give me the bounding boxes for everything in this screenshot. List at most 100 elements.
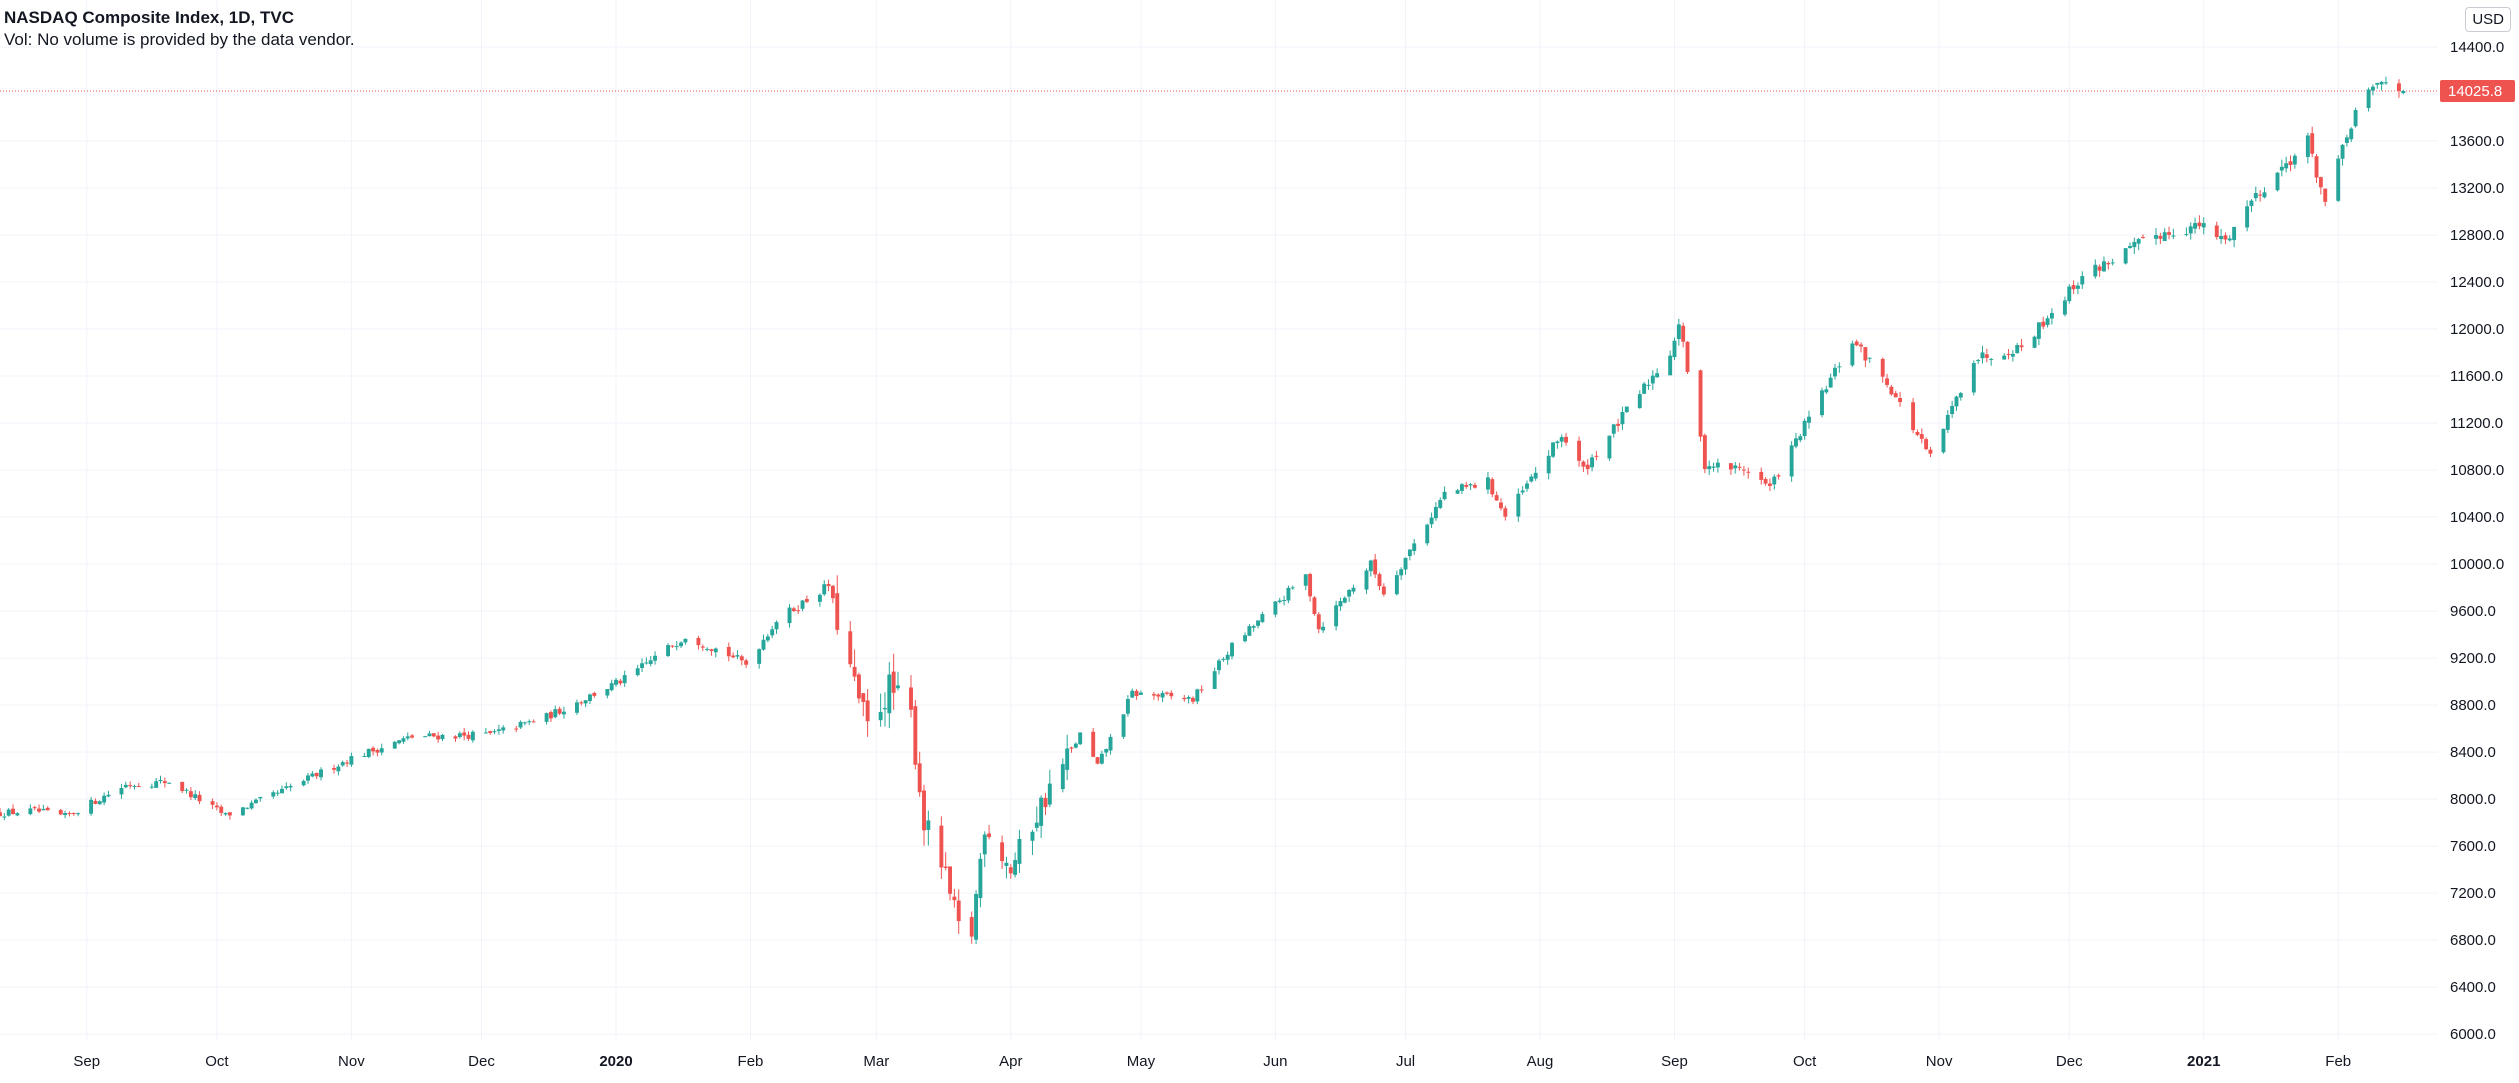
candle-down[interactable] xyxy=(1746,467,1751,479)
candle-up[interactable] xyxy=(1334,600,1339,631)
candle-up[interactable] xyxy=(340,760,345,767)
candle-down[interactable] xyxy=(1577,436,1582,467)
candle-up[interactable] xyxy=(1273,601,1278,618)
candle-up[interactable] xyxy=(887,662,892,729)
candle-up[interactable] xyxy=(2010,350,2015,362)
candle-up[interactable] xyxy=(106,790,111,798)
candle-up[interactable] xyxy=(1290,585,1295,590)
candle-down[interactable] xyxy=(93,798,98,805)
candle-up[interactable] xyxy=(1429,512,1434,529)
candle-up[interactable] xyxy=(2336,155,2341,202)
candle-down[interactable] xyxy=(1134,689,1139,700)
candle-up[interactable] xyxy=(1260,611,1265,623)
candle-up[interactable] xyxy=(2110,258,2115,266)
candle-down[interactable] xyxy=(11,804,15,815)
candle-up[interactable] xyxy=(770,625,775,639)
candle-up[interactable] xyxy=(1624,406,1629,413)
candle-up[interactable] xyxy=(2062,296,2067,317)
candle-down[interactable] xyxy=(1199,685,1204,694)
candle-down[interactable] xyxy=(1000,835,1005,869)
candle-up[interactable] xyxy=(2102,256,2106,272)
candle-up[interactable] xyxy=(2292,153,2297,169)
candle-up[interactable] xyxy=(2201,217,2206,235)
candle-up[interactable] xyxy=(1950,400,1955,419)
candle-up[interactable] xyxy=(1533,466,1538,481)
candle-up[interactable] xyxy=(223,812,228,816)
candle-up[interactable] xyxy=(1060,758,1065,793)
candle-down[interactable] xyxy=(1681,322,1686,348)
candle-up[interactable] xyxy=(1073,742,1078,749)
candle-up[interactable] xyxy=(622,670,627,687)
candle-up[interactable] xyxy=(609,679,614,692)
candle-up[interactable] xyxy=(2045,315,2050,328)
candle-down[interactable] xyxy=(1169,690,1174,700)
candle-down[interactable] xyxy=(1182,694,1187,702)
candle-up[interactable] xyxy=(1802,418,1807,440)
candle-down[interactable] xyxy=(1776,473,1781,480)
candle-up[interactable] xyxy=(974,890,979,945)
candle-up[interactable] xyxy=(2136,237,2141,251)
candle-up[interactable] xyxy=(1017,829,1022,873)
candle-down[interactable] xyxy=(1759,467,1764,485)
candle-down[interactable] xyxy=(670,645,675,648)
candle-down[interactable] xyxy=(1767,478,1772,492)
candle-down[interactable] xyxy=(314,772,319,780)
candle-down[interactable] xyxy=(1854,339,1859,347)
candle-up[interactable] xyxy=(280,785,284,794)
candle-up[interactable] xyxy=(240,806,245,816)
candle-up[interactable] xyxy=(2305,132,2310,164)
candle-up[interactable] xyxy=(89,797,94,816)
candle-down[interactable] xyxy=(1151,691,1156,700)
candle-up[interactable] xyxy=(2245,200,2250,232)
candle-up[interactable] xyxy=(1303,574,1308,591)
candle-down[interactable] xyxy=(2318,176,2323,195)
candle-up[interactable] xyxy=(2344,134,2349,147)
candle-up[interactable] xyxy=(132,784,137,790)
candle-down[interactable] xyxy=(180,781,185,794)
candle-down[interactable] xyxy=(2214,221,2219,240)
candle-up[interactable] xyxy=(149,783,154,789)
candle-down[interactable] xyxy=(1702,433,1707,474)
candle-up[interactable] xyxy=(2401,89,2406,95)
candle-down[interactable] xyxy=(2397,79,2401,98)
candle-up[interactable] xyxy=(1833,363,1837,380)
candle-up[interactable] xyxy=(640,658,644,673)
candle-up[interactable] xyxy=(275,790,280,796)
candle-up[interactable] xyxy=(28,804,33,816)
candle-up[interactable] xyxy=(284,782,289,790)
currency-button[interactable]: USD xyxy=(2465,7,2511,32)
candle-up[interactable] xyxy=(878,693,883,727)
candle-up[interactable] xyxy=(1442,486,1447,501)
candle-up[interactable] xyxy=(1221,657,1226,662)
candle-down[interactable] xyxy=(1863,346,1868,368)
candle-down[interactable] xyxy=(514,725,519,733)
candle-down[interactable] xyxy=(731,652,736,659)
candle-up[interactable] xyxy=(2188,222,2193,240)
candle-up[interactable] xyxy=(63,810,68,819)
candle-up[interactable] xyxy=(1555,440,1560,449)
candle-up[interactable] xyxy=(1546,450,1551,480)
candle-up[interactable] xyxy=(1789,441,1794,482)
candle-down[interactable] xyxy=(852,649,857,682)
candle-up[interactable] xyxy=(1637,390,1642,409)
candle-down[interactable] xyxy=(375,748,380,757)
candle-down[interactable] xyxy=(2006,349,2011,360)
candle-up[interactable] xyxy=(765,634,770,643)
candle-down[interactable] xyxy=(0,807,2,817)
candle-up[interactable] xyxy=(1941,428,1946,454)
candle-up[interactable] xyxy=(288,783,293,792)
candle-down[interactable] xyxy=(1564,432,1568,446)
candle-up[interactable] xyxy=(2123,248,2128,265)
candle-down[interactable] xyxy=(1685,341,1690,374)
candle-up[interactable] xyxy=(1980,345,1985,364)
candle-up[interactable] xyxy=(401,736,406,744)
candle-down[interactable] xyxy=(1919,428,1924,444)
candle-up[interactable] xyxy=(405,732,410,741)
candle-up[interactable] xyxy=(76,812,81,817)
candle-down[interactable] xyxy=(2141,234,2145,239)
candle-up[interactable] xyxy=(1958,392,1963,401)
candle-up[interactable] xyxy=(319,767,323,781)
candle-down[interactable] xyxy=(410,734,415,739)
candle-down[interactable] xyxy=(488,730,493,735)
